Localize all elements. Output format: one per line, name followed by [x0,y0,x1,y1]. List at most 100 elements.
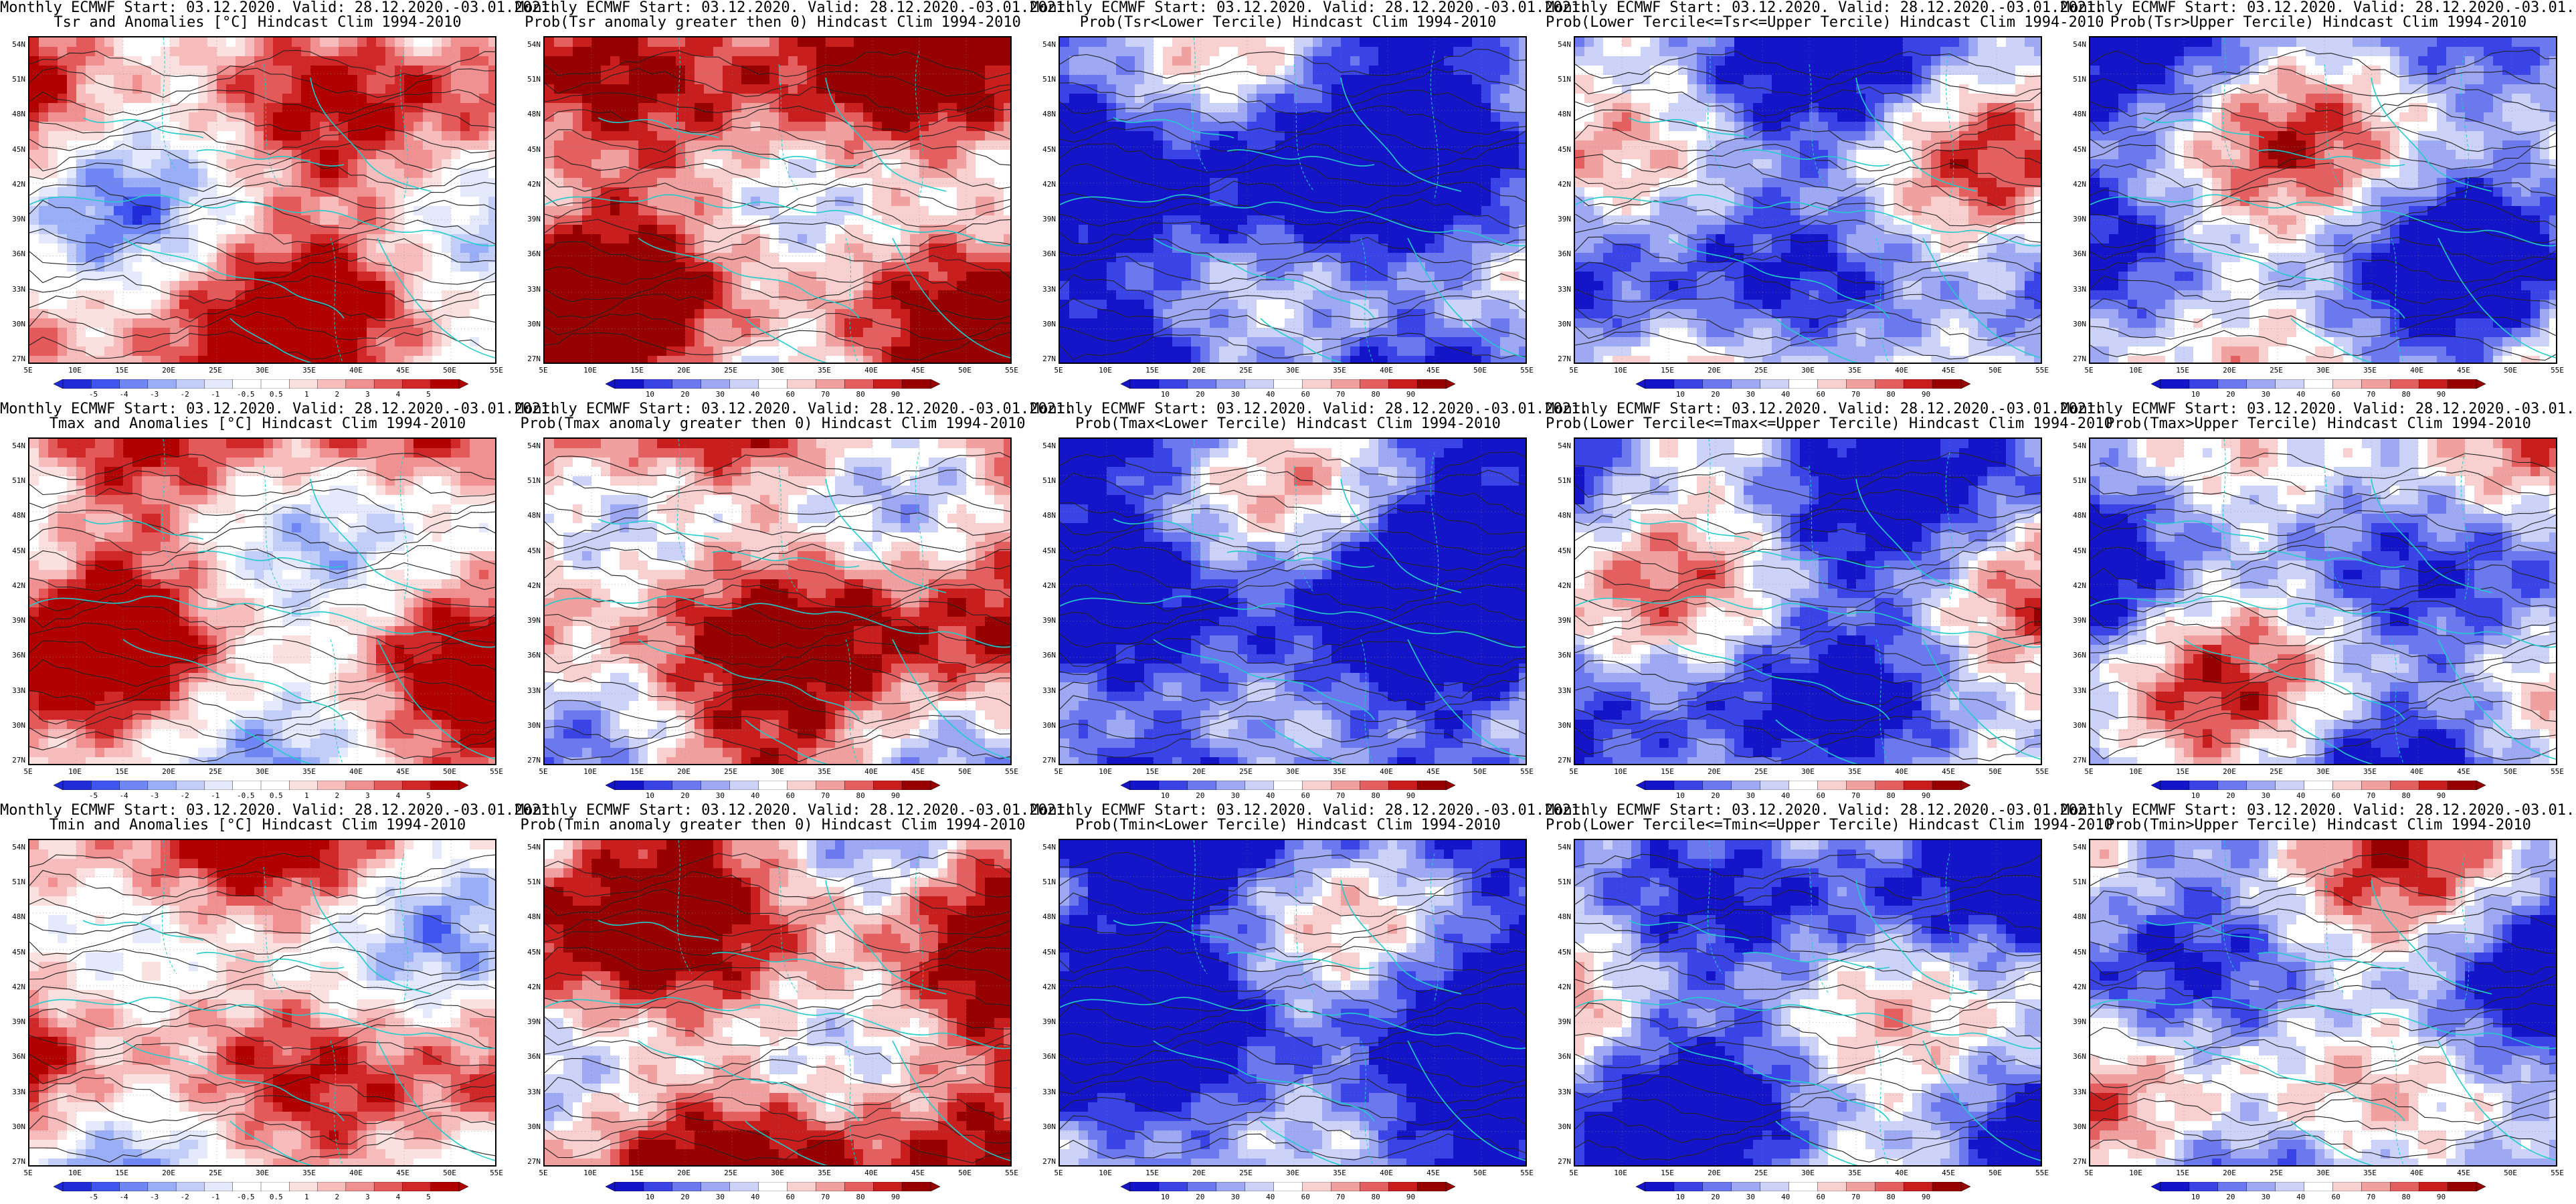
forecast-map[interactable] [543,839,1012,1167]
latitude-tick-label: 36N [521,1052,541,1061]
latitude-tick-label: 42N [5,581,25,590]
latitude-tick-label: 33N [1551,285,1571,294]
colorbar-swatch [1216,1181,1246,1192]
latitude-tick-label: 42N [1551,581,1571,590]
longitude-tick-label: 10E [580,767,600,776]
longitude-tick-label: 10E [580,1169,600,1177]
longitude-tick-label: 30E [252,366,272,375]
colorbar-swatch [2189,379,2219,389]
colorbar-label: 90 [1402,791,1420,800]
longitude-tick-label: 5E [533,767,553,776]
country-borders [162,37,409,363]
colorbar-swatch [2390,780,2419,791]
coastline [29,478,495,764]
latitude-tick-label: 39N [521,616,541,625]
longitude-tick-label: 55E [2547,1169,2567,1177]
longitude-tick-label: 50E [1985,767,2005,776]
coastline [29,77,495,363]
colorbar-label: 90 [1917,791,1936,800]
colorbar-swatch [345,1181,375,1192]
latitude-tick-label: 51N [521,75,541,84]
latitude-tick-label: 48N [1551,912,1571,921]
colorbar-swatch [1302,780,1332,791]
longitude-tick-label: 15E [1142,767,1162,776]
colorbar-label: 20 [1706,390,1725,399]
forecast-map[interactable] [28,839,496,1167]
latitude-tick-label: 33N [521,285,541,294]
panel-title-line2: Prob(Lower Tercile<=Tsr<=Upper Tercile) … [1546,15,2104,31]
forecast-map[interactable] [2089,839,2557,1167]
colorbar-svg [53,780,469,791]
latitude-tick-label: 33N [2066,1088,2086,1096]
coastline [545,880,1010,1165]
colorbar-label: 90 [2432,390,2451,399]
map-svg [1575,439,2041,764]
latitude-tick-label: 42N [1036,983,1056,991]
colorbar-label: -0.5 [236,791,255,800]
colorbar-label: 20 [1191,1193,1210,1201]
forecast-map[interactable] [1059,437,1527,765]
longitude-tick-label: 25E [1236,366,1256,375]
colorbar-label: -3 [145,1193,164,1201]
country-borders [1708,439,1954,764]
forecast-map[interactable] [543,36,1012,364]
colorbar-label: 90 [887,791,905,800]
colorbar-label: 30 [1226,791,1245,800]
latitude-tick-label: 45N [1551,145,1571,154]
latitude-tick-label: 48N [1551,511,1571,520]
colorbar-label: 10 [640,791,659,800]
longitude-tick-label: 45E [908,1169,928,1177]
colorbar-swatch [402,780,432,791]
colorbar-swatch [901,780,931,791]
forecast-map[interactable] [1059,839,1527,1167]
latitude-tick-label: 30N [2066,1122,2086,1131]
colorbar-swatch [2275,780,2305,791]
forecast-map[interactable] [2089,437,2557,765]
colorbar-label: 20 [1191,390,1210,399]
colorbar-swatch [317,379,347,389]
colorbar-swatch [2418,780,2448,791]
forecast-map[interactable] [543,437,1012,765]
colorbar-min-arrow [1635,780,1646,791]
longitude-tick-label: 30E [1798,1169,1818,1177]
longitude-tick-label: 50E [955,767,975,776]
forecast-map[interactable] [1059,36,1527,364]
map-panel: Monthly ECMWF Start: 03.12.2020. Valid: … [2061,401,2576,803]
latitude-tick-label: 30N [521,1122,541,1131]
forecast-map[interactable] [28,437,496,765]
colorbar-label: 40 [1776,1193,1795,1201]
forecast-map[interactable] [1574,36,2042,364]
latitude-tick-label: 48N [1036,912,1056,921]
latitude-tick-label: 42N [521,180,541,189]
colorbar-label: 60 [1811,1193,1830,1201]
panel-title-line1: Monthly ECMWF Start: 03.12.2020. Valid: … [1030,401,1588,417]
latitude-tick-label: 39N [5,616,25,625]
longitude-tick-label: 15E [112,366,132,375]
coastline [1575,77,2041,363]
longitude-tick-label: 40E [861,1169,881,1177]
colorbar-svg [1635,780,1971,791]
longitude-tick-label: 40E [1892,767,1912,776]
latitude-tick-label: 36N [2066,249,2086,258]
longitude-tick-label: 25E [1236,767,1256,776]
longitude-tick-label: 50E [1470,767,1490,776]
colorbar-swatch [1788,1181,1819,1192]
country-borders [677,439,924,764]
colorbar-swatch [317,780,347,791]
longitude-tick-label: 15E [1657,1169,1677,1177]
colorbar-label: 10 [1671,1193,1689,1201]
longitude-tick-label: 45E [1423,366,1443,375]
colorbar-swatch [1416,780,1447,791]
longitude-tick-label: 25E [2266,767,2286,776]
forecast-map[interactable] [1574,839,2042,1167]
colorbar-swatch [1187,1181,1217,1192]
forecast-map[interactable] [2089,36,2557,364]
latitude-tick-label: 48N [2066,511,2086,520]
colorbar-label: 60 [2326,1193,2345,1201]
forecast-map[interactable] [1574,437,2042,765]
colorbar-label: 30 [1741,791,1760,800]
forecast-map[interactable] [28,36,496,364]
latitude-tick-label: 48N [5,511,25,520]
colorbar-swatch [62,379,92,389]
panel-title-line2: Prob(Tmin anomaly greater then 0) Hindca… [515,817,1030,833]
